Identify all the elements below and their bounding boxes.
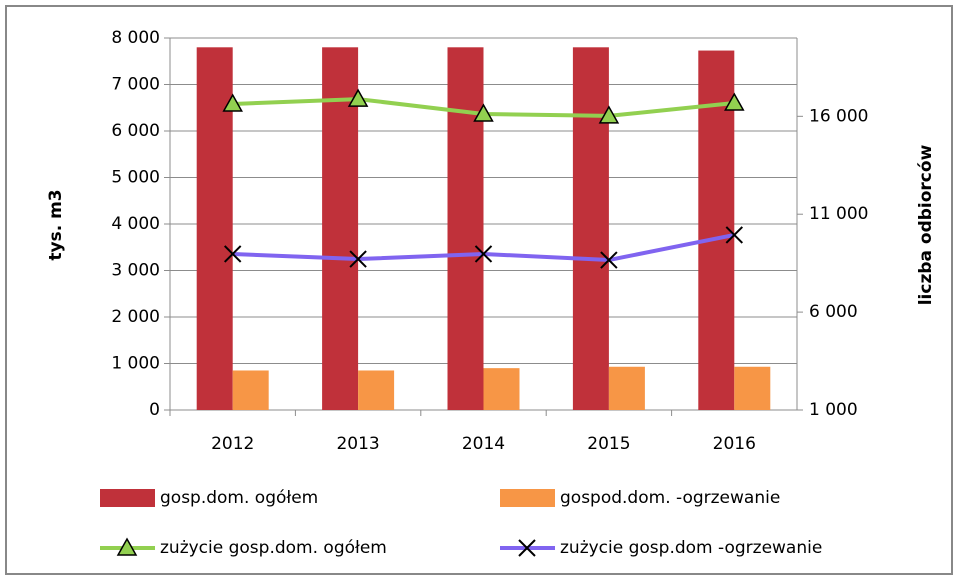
bar	[358, 370, 395, 410]
bar	[232, 370, 269, 410]
y2-axis-title: liczba odbiorców	[916, 144, 936, 305]
marker	[474, 245, 493, 263]
legend-label: gospod.dom. -ogrzewanie	[560, 488, 780, 508]
legend-label: zużycie gosp.dom -ogrzewanie	[560, 538, 822, 558]
y-axis-title: tys. m3	[46, 189, 66, 260]
x-tick-label: 2016	[713, 434, 756, 454]
bar	[572, 47, 609, 411]
marker	[598, 105, 620, 124]
y2-tick-label: 11 000	[809, 204, 868, 224]
y-tick-label: 4 000	[111, 214, 160, 234]
marker	[347, 88, 369, 107]
marker	[222, 93, 243, 112]
y-tick-label: 5 000	[111, 168, 160, 188]
x-tick-label: 2014	[462, 434, 505, 454]
y2-tick-label: 6 000	[809, 302, 858, 322]
y-tick-label: 2 000	[111, 307, 160, 327]
legend-swatch	[100, 489, 155, 507]
marker	[349, 250, 367, 268]
y-tick-label: 1 000	[111, 354, 160, 374]
x-tick-label: 2012	[211, 434, 254, 454]
y-tick-label: 0	[149, 400, 160, 420]
bar	[196, 47, 233, 411]
y-tick-label: 6 000	[111, 121, 160, 141]
bar	[608, 366, 645, 410]
legend-label: gosp.dom. ogółem	[160, 488, 318, 508]
legend-label: zużycie gosp.dom. ogółem	[160, 538, 387, 558]
marker	[116, 537, 138, 556]
marker	[724, 92, 745, 111]
bar	[734, 366, 771, 410]
bar	[483, 368, 520, 410]
legend-swatch	[500, 489, 555, 507]
marker	[518, 539, 536, 557]
marker	[473, 103, 494, 122]
bar	[322, 47, 359, 411]
marker	[600, 251, 618, 269]
y-tick-label: 8 000	[111, 28, 160, 48]
marker	[223, 245, 242, 263]
y-tick-label: 7 000	[111, 75, 160, 95]
y-tick-label: 3 000	[111, 261, 160, 281]
y2-tick-label: 16 000	[809, 106, 868, 126]
x-tick-label: 2015	[587, 434, 630, 454]
marker	[725, 226, 744, 244]
y2-tick-label: 1 000	[809, 400, 858, 420]
bar	[447, 47, 484, 411]
x-tick-label: 2013	[336, 434, 379, 454]
